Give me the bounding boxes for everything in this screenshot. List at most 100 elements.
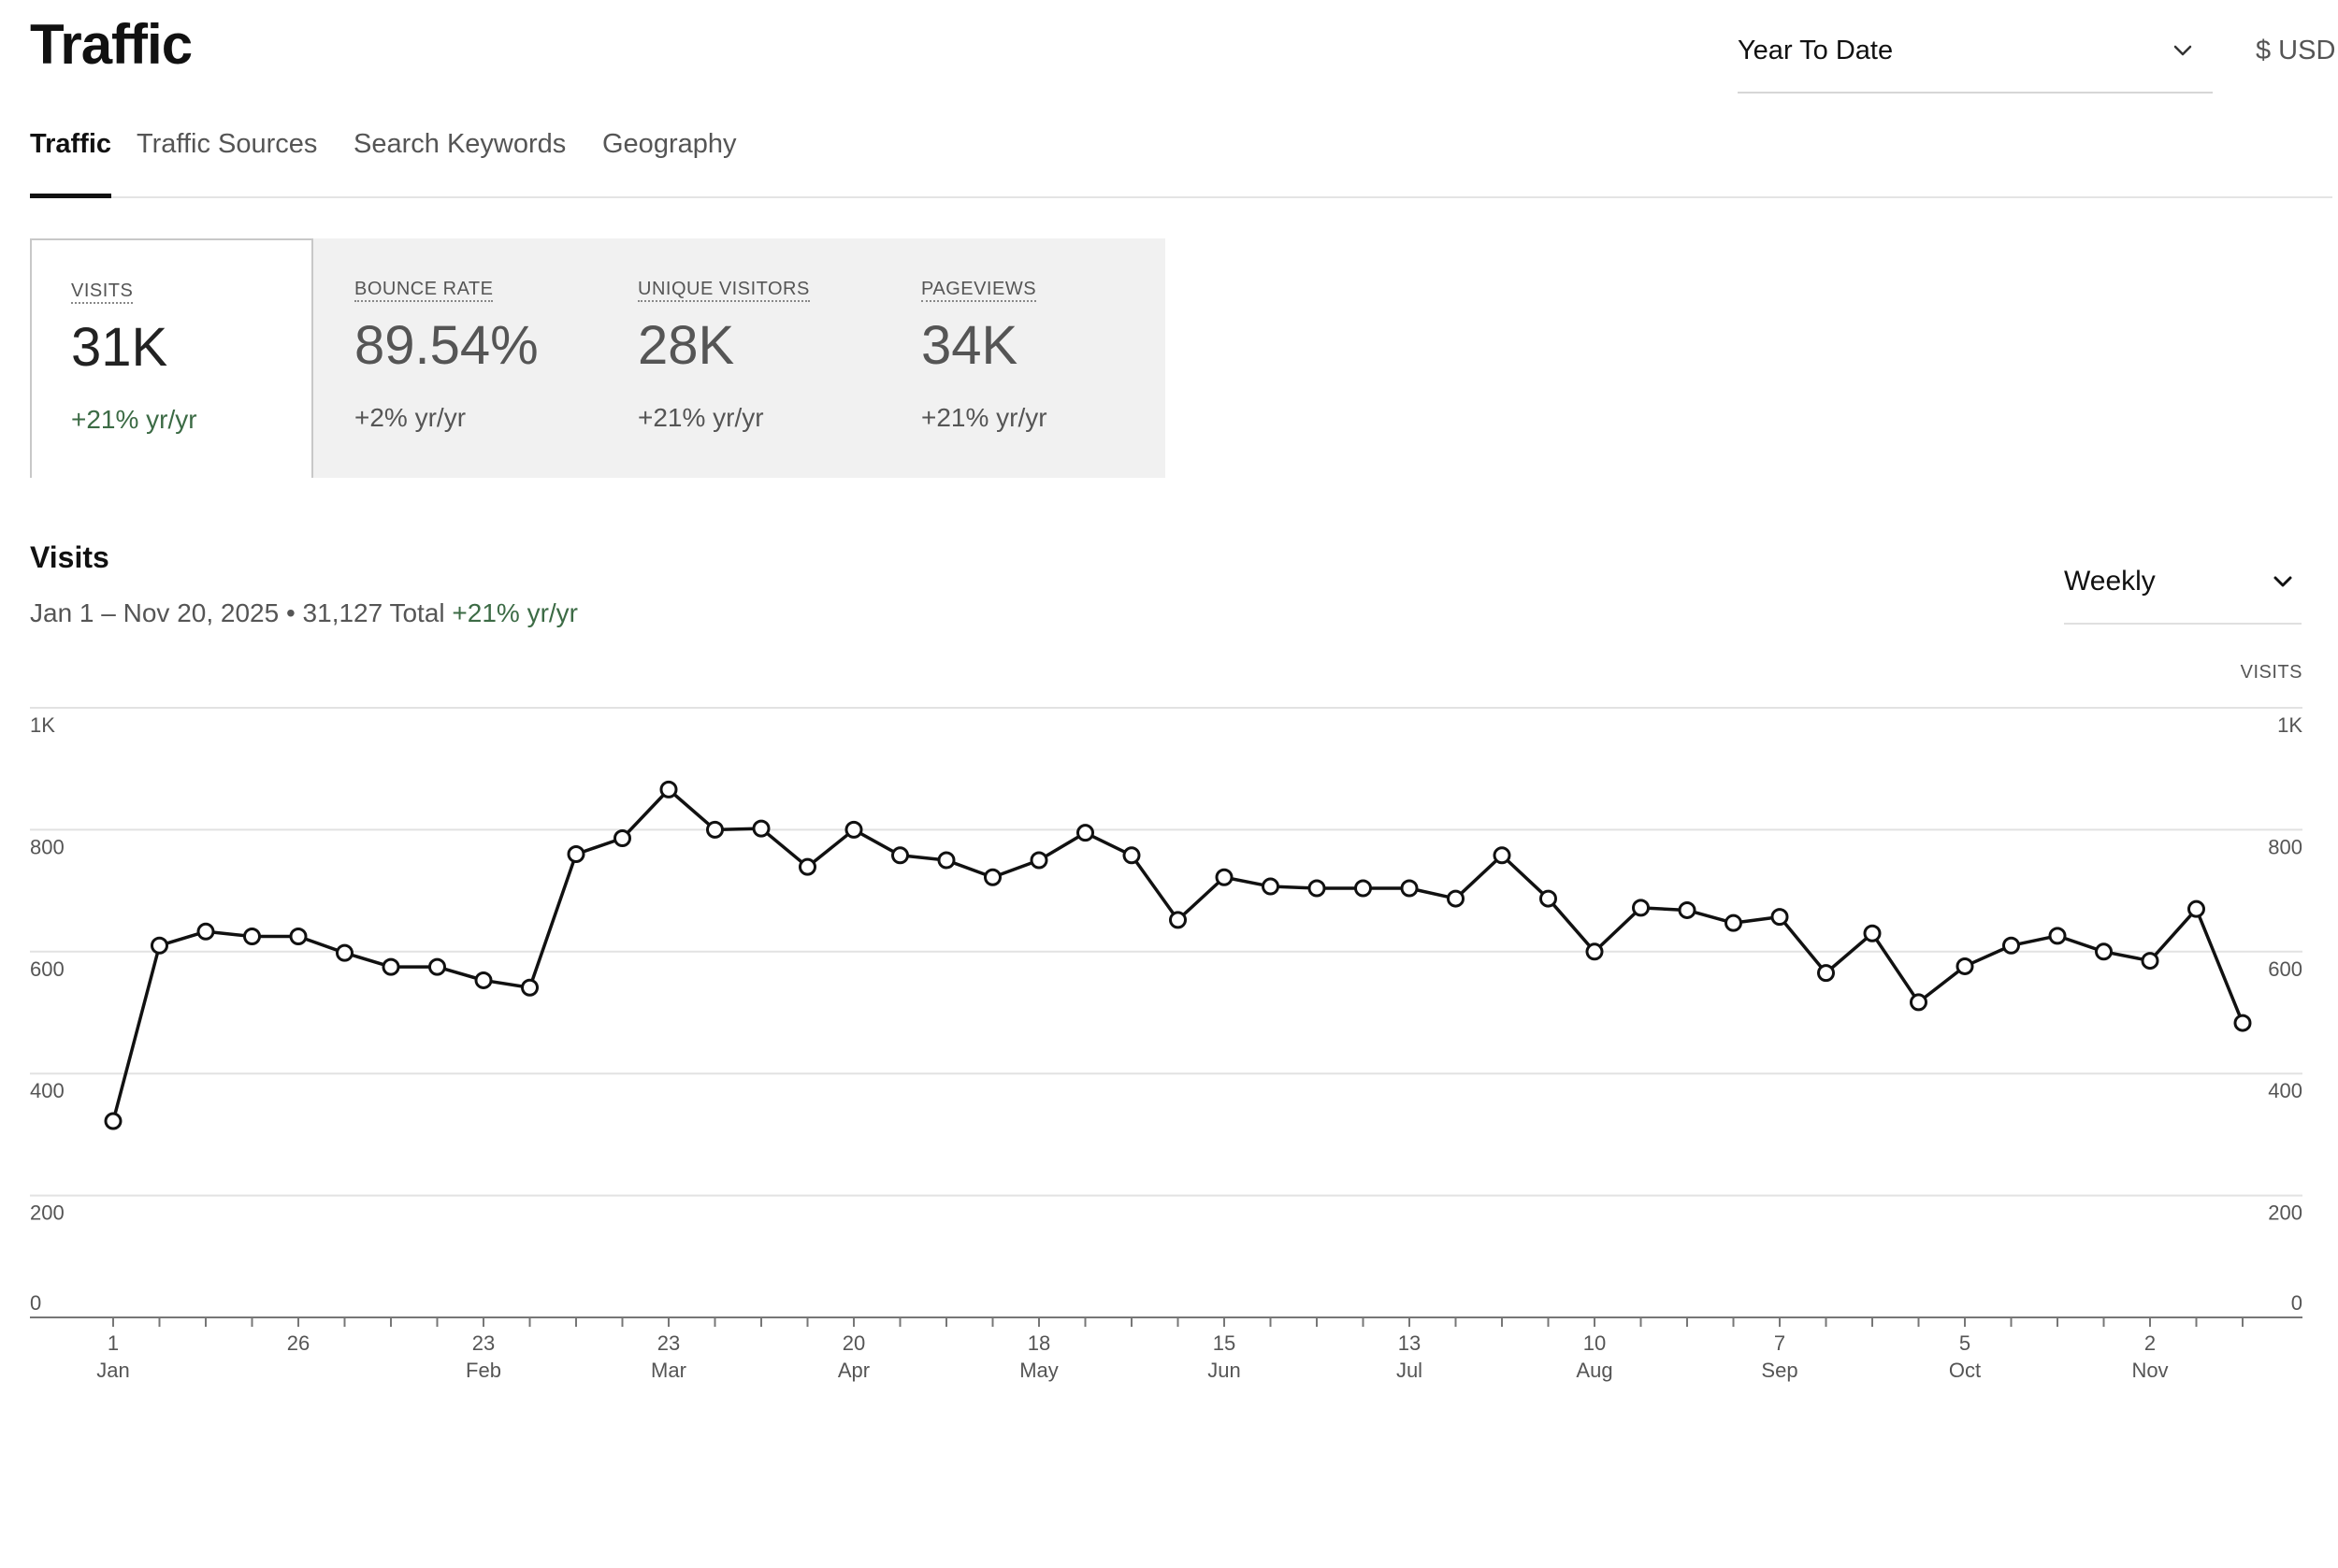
data-point — [196, 922, 215, 941]
x-tick-label-day: 18 — [1028, 1331, 1050, 1355]
x-tick-label-month: Apr — [838, 1359, 870, 1382]
metric-value: 28K — [638, 315, 735, 376]
data-point — [1400, 879, 1419, 898]
metric-card-bounce-rate[interactable]: BOUNCE RATE 89.54% +2% yr/yr — [313, 238, 597, 478]
chart-change: +21% yr/yr — [452, 598, 579, 627]
data-point — [799, 857, 816, 876]
metric-cards: VISITS 31K +21% yr/yr BOUNCE RATE 89.54%… — [30, 238, 1165, 478]
metric-change: +21% yr/yr — [638, 403, 764, 432]
data-point — [1678, 900, 1696, 919]
page-title: Traffic — [30, 13, 193, 76]
x-tick-label-day: 10 — [1583, 1331, 1606, 1355]
date-range-select[interactable]: Year To Date — [1738, 22, 2213, 94]
data-point — [336, 943, 354, 962]
interval-value: Weekly — [2064, 566, 2156, 597]
y-tick-label-left: 800 — [30, 835, 65, 858]
data-point — [1910, 993, 1927, 1012]
data-point — [1122, 846, 1141, 865]
x-tick-label-month: Jul — [1396, 1359, 1422, 1382]
y-tick-label-left: 200 — [30, 1201, 65, 1225]
metric-label: UNIQUE VISITORS — [638, 278, 810, 302]
data-point — [1447, 889, 1465, 908]
x-tick-label-day: 23 — [472, 1331, 495, 1355]
data-point — [1262, 877, 1279, 896]
data-point — [382, 957, 400, 976]
right-axis-title: VISITS — [2240, 662, 2302, 683]
data-point — [1863, 924, 1882, 942]
y-tick-label-left: 1K — [30, 713, 55, 737]
data-point — [1725, 913, 1742, 932]
data-point — [243, 928, 261, 945]
data-point — [1632, 899, 1650, 917]
data-point — [1817, 964, 1835, 983]
data-point — [1307, 879, 1326, 898]
data-point — [706, 820, 724, 839]
data-point — [613, 829, 631, 848]
data-point — [1493, 846, 1511, 865]
x-tick-label-month: Mar — [651, 1359, 686, 1382]
data-point — [2002, 936, 2020, 955]
chart-summary: Jan 1 – Nov 20, 2025 • 31,127 Total +21%… — [30, 595, 578, 632]
data-point — [289, 928, 308, 945]
metric-value: 31K — [71, 317, 168, 378]
x-tick-label-day: 1 — [108, 1331, 119, 1355]
y-tick-label-right: 200 — [2268, 1201, 2302, 1225]
y-tick-label-left: 400 — [30, 1079, 65, 1102]
tab-traffic[interactable]: Traffic — [30, 123, 112, 198]
data-point — [1956, 957, 1974, 975]
currency-label[interactable]: $ USD — [2256, 36, 2336, 65]
metric-label: VISITS — [71, 280, 134, 304]
y-tick-label-right: 1K — [2277, 713, 2302, 737]
y-tick-label-right: 0 — [2291, 1291, 2302, 1315]
data-point — [2233, 1014, 2252, 1032]
data-point — [937, 851, 956, 870]
data-point — [1169, 911, 1187, 929]
tab-search-keywords[interactable]: Search Keywords — [354, 129, 567, 159]
data-point — [752, 819, 771, 838]
data-point — [2141, 952, 2159, 971]
data-point — [1585, 942, 1604, 961]
metric-change: +21% yr/yr — [921, 403, 1047, 432]
data-point — [1539, 889, 1557, 908]
x-tick-label-day: 2 — [2144, 1331, 2156, 1355]
data-point — [521, 978, 539, 997]
chevron-down-icon — [2173, 45, 2192, 56]
data-point — [1215, 868, 1234, 886]
metric-card-visits[interactable]: VISITS 31K +21% yr/yr — [30, 238, 313, 478]
x-tick-label-day: 20 — [843, 1331, 865, 1355]
data-point — [151, 936, 168, 955]
x-tick-label-month: Aug — [1576, 1359, 1612, 1382]
y-tick-label-right: 600 — [2268, 957, 2302, 981]
metric-card-unique-visitors[interactable]: UNIQUE VISITORS 28K +21% yr/yr — [597, 238, 880, 478]
metric-change: +2% yr/yr — [354, 403, 467, 432]
x-tick-label-month: Oct — [1949, 1359, 1981, 1382]
metric-label: BOUNCE RATE — [354, 278, 494, 302]
data-point — [2187, 899, 2205, 918]
data-point — [474, 971, 493, 989]
x-tick-label-day: 15 — [1213, 1331, 1235, 1355]
tab-geography[interactable]: Geography — [602, 129, 737, 159]
data-point — [2095, 942, 2113, 961]
x-tick-label-day: 13 — [1398, 1331, 1421, 1355]
metric-card-pageviews[interactable]: PAGEVIEWS 34K +21% yr/yr — [880, 238, 1163, 478]
x-tick-label-month: Feb — [466, 1359, 501, 1382]
tab-bar: Traffic Traffic Sources Search Keywords … — [30, 123, 2332, 198]
data-point — [428, 957, 446, 976]
metric-value: 89.54% — [354, 315, 539, 376]
chevron-down-icon — [2273, 576, 2292, 587]
interval-select[interactable]: Weekly — [2064, 557, 2302, 625]
data-point — [1770, 908, 1789, 927]
tab-traffic-sources[interactable]: Traffic Sources — [137, 129, 318, 159]
series-line — [111, 787, 2244, 1122]
data-point — [2048, 927, 2067, 945]
y-tick-label-left: 0 — [30, 1291, 41, 1315]
x-tick-label-month: May — [1019, 1359, 1059, 1382]
data-point — [1354, 879, 1372, 898]
data-point — [984, 868, 1002, 886]
metric-label: PAGEVIEWS — [921, 278, 1037, 302]
x-tick-label-month: Sep — [1761, 1359, 1797, 1382]
data-point — [567, 844, 585, 863]
data-point — [659, 780, 678, 798]
data-point — [891, 846, 909, 865]
